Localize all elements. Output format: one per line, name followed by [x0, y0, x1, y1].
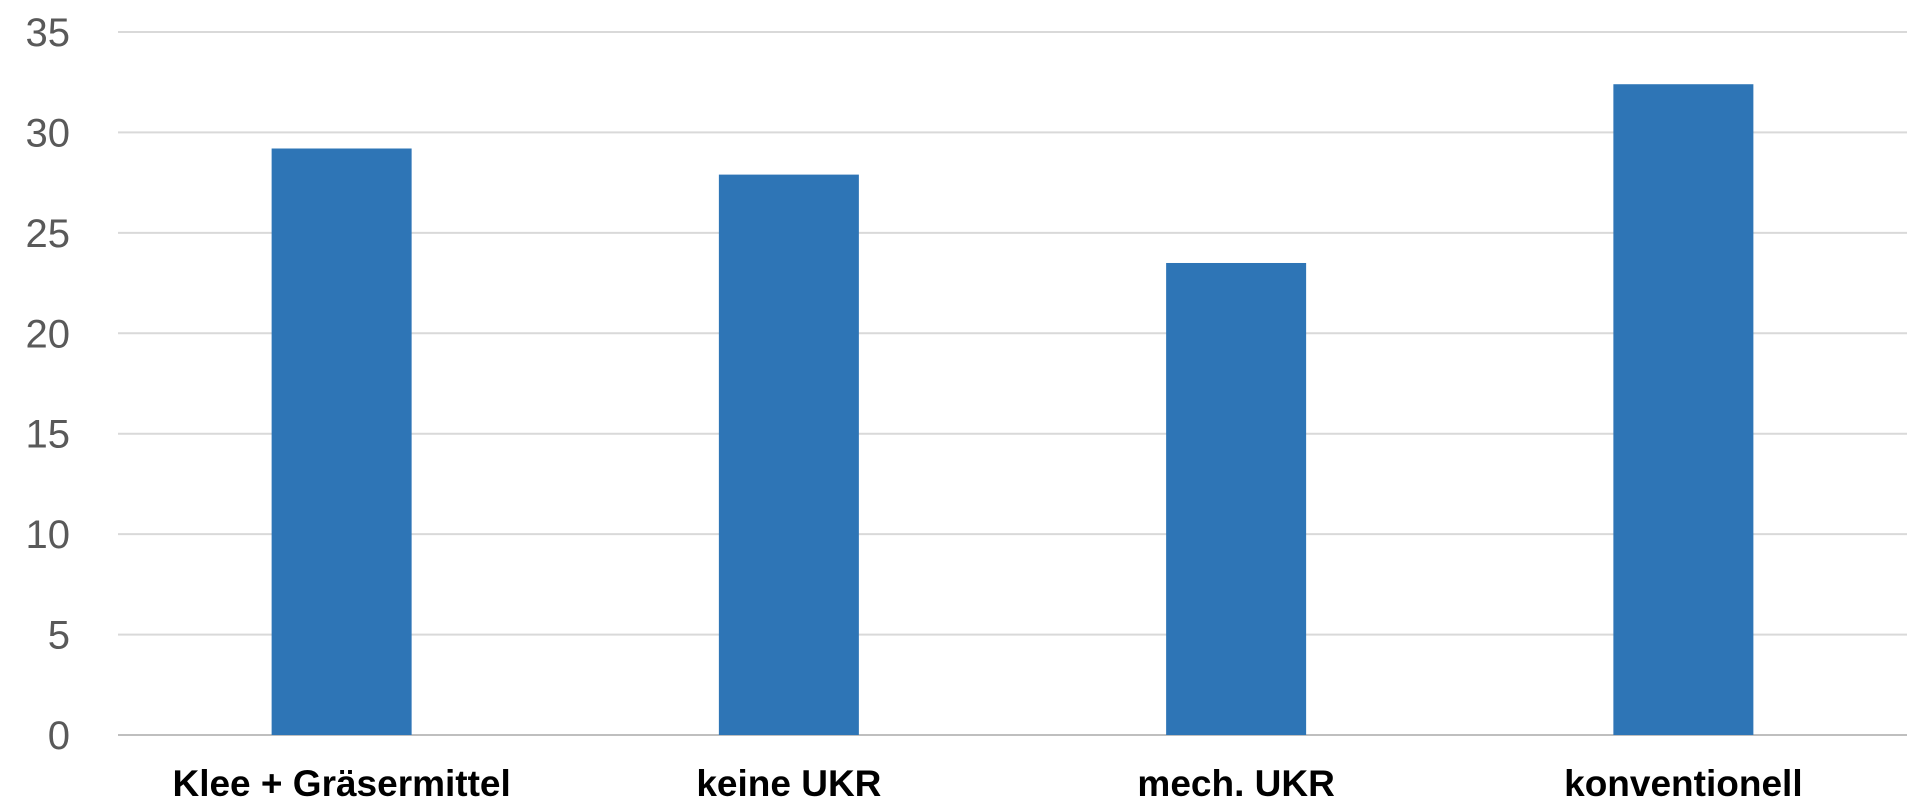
y-tick-label: 0: [48, 714, 70, 758]
x-category-label: keine UKR: [696, 763, 881, 804]
bars: [271, 84, 1754, 736]
y-tick-label: 15: [26, 413, 71, 457]
x-axis-category-labels: Klee + Gräsermittel keine UKR mech. UKR kon…: [172, 763, 1802, 804]
gridlines: [118, 31, 1907, 736]
y-tick-label: 20: [26, 312, 71, 356]
x-category-label: konventionell: [1564, 763, 1802, 804]
x-category-label: mech. UKR: [1137, 763, 1334, 804]
x-category-label: Klee + Gräsermittel: [172, 763, 510, 804]
bar: [718, 174, 859, 735]
bar: [1166, 262, 1307, 735]
y-tick-label: 30: [26, 111, 71, 155]
y-tick-label: 5: [48, 614, 70, 658]
y-tick-label: 35: [26, 11, 71, 55]
y-tick-label: 25: [26, 212, 71, 256]
y-axis-tick-labels: 0 5 10 15 20 25 30 35: [26, 11, 71, 758]
bar: [271, 148, 412, 736]
y-tick-label: 10: [26, 513, 71, 557]
bar: [1613, 84, 1754, 736]
